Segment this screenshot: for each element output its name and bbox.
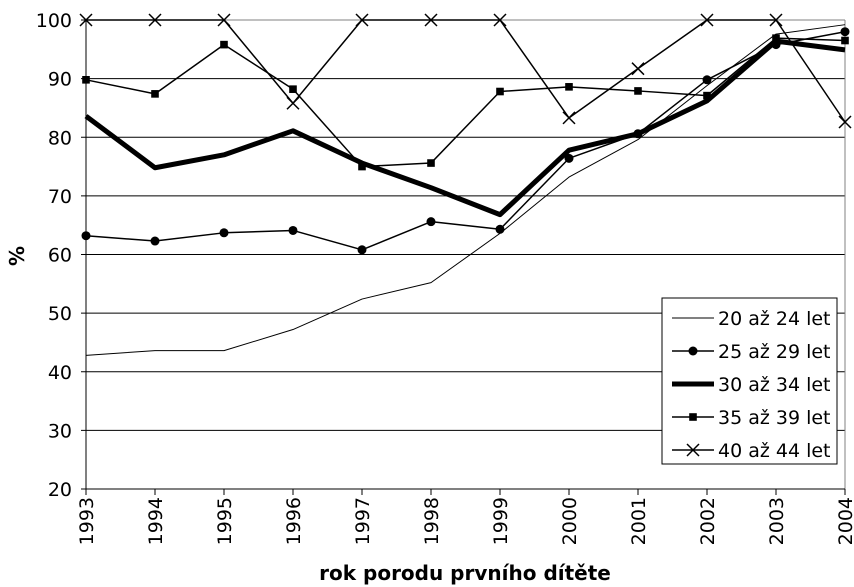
data-point: [562, 111, 576, 125]
legend-label: 35 až 39 let: [718, 407, 831, 429]
data-point: [357, 245, 367, 255]
data-point: [220, 40, 228, 49]
y-tick-label: 20: [48, 479, 72, 501]
y-tick-label: 90: [48, 69, 72, 91]
data-point: [79, 13, 93, 27]
y-tick-label: 100: [36, 10, 72, 32]
data-point: [495, 224, 505, 234]
data-point: [151, 90, 159, 98]
series-35-až-39-let: [82, 34, 849, 171]
series-group: [79, 13, 852, 356]
series-line: [84, 38, 846, 218]
data-point: [355, 13, 369, 27]
data-point: [772, 34, 780, 42]
x-tick-label: 1998: [421, 497, 443, 545]
axes: [81, 19, 846, 495]
data-point: [289, 85, 297, 93]
data-point: [700, 13, 714, 27]
legend-marker: [686, 443, 700, 457]
data-point: [840, 27, 850, 37]
y-tick-label: 80: [48, 127, 72, 149]
data-point: [565, 83, 573, 91]
series-40-až-44-let: [79, 13, 852, 129]
x-tick-label: 2003: [766, 497, 788, 545]
x-tick-label: 1999: [490, 497, 512, 545]
legend-label: 20 až 24 let: [718, 308, 831, 330]
x-tick-label: 1995: [214, 497, 236, 545]
data-point: [703, 91, 711, 100]
data-point: [424, 13, 438, 27]
data-point: [634, 87, 642, 95]
series-20-až-24-let: [85, 24, 846, 356]
legend-item: 30 až 34 let: [672, 374, 831, 396]
series-line: [85, 24, 846, 356]
x-tick-label: 2000: [559, 497, 581, 545]
series-25-až-29-let: [81, 27, 850, 255]
data-point: [702, 75, 712, 85]
x-tick-label: 1996: [283, 497, 305, 545]
data-point: [769, 13, 783, 27]
y-tick-label: 30: [48, 420, 72, 442]
data-point: [426, 217, 436, 227]
data-point: [150, 236, 160, 246]
x-tick-label: 1994: [145, 497, 167, 545]
data-point: [631, 62, 645, 76]
data-point: [82, 75, 90, 84]
data-point: [148, 13, 162, 27]
data-point: [841, 36, 849, 45]
legend-label: 30 až 34 let: [718, 374, 831, 396]
legend-label: 25 až 29 let: [718, 341, 831, 363]
y-tick-label: 60: [48, 245, 72, 267]
data-point: [427, 159, 435, 167]
legend-item: 20 až 24 let: [672, 308, 831, 330]
data-point: [496, 87, 504, 96]
y-tick-labels: 20 30 40 50 60 70 80 90 100: [36, 10, 72, 501]
data-point: [358, 162, 366, 171]
x-tick-label: 1993: [76, 497, 98, 545]
data-point: [219, 228, 229, 238]
x-tick-label: 2001: [628, 497, 650, 545]
data-point: [564, 153, 574, 163]
x-tick-label: 2004: [835, 497, 854, 545]
legend-box: [661, 297, 838, 465]
x-tick-label: 1997: [352, 497, 374, 545]
series-line: [85, 30, 846, 251]
y-axis-title: %: [5, 246, 29, 266]
legend-marker: [689, 413, 697, 421]
data-point: [838, 115, 852, 129]
series-line: [86, 19, 846, 123]
legend: 20 až 24 let 25 až 29 let 30 až 34 let 35 a…: [661, 297, 838, 465]
y-tick-label: 40: [48, 362, 72, 384]
x-tick-labels: 1993 1994 1995 1996 1997 1998 1999 2000 2001 2002…: [76, 497, 854, 545]
series-line: [85, 37, 846, 168]
legend-label: 40 až 44 let: [718, 440, 831, 462]
data-point: [81, 231, 91, 241]
data-point: [286, 96, 300, 110]
series-30-až-34-let: [84, 38, 846, 218]
x-axis-title: rok porodu prvního dítěte: [319, 561, 611, 585]
legend-marker: [688, 346, 698, 356]
y-tick-label: 50: [48, 303, 72, 325]
legend-item: 40 až 44 let: [672, 440, 831, 462]
legend-item: 35 až 39 let: [672, 407, 831, 429]
data-point: [217, 13, 231, 27]
x-tick-label: 2002: [697, 497, 719, 545]
legend-item: 25 až 29 let: [672, 341, 831, 363]
data-point: [288, 225, 298, 235]
y-tick-label: 70: [48, 186, 72, 208]
data-point: [493, 13, 507, 27]
